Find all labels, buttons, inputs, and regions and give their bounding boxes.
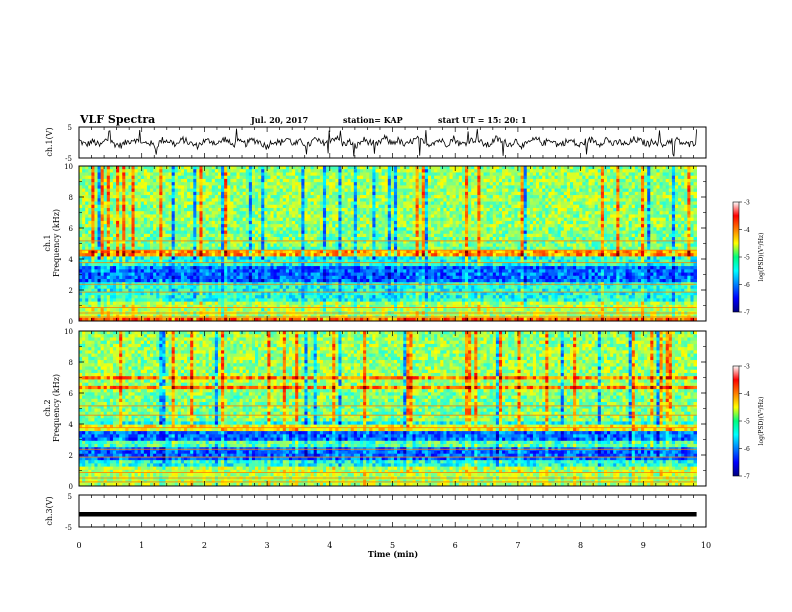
ch1-colorbar-label: log(PSD)(V²/Hz): [758, 233, 765, 282]
ch1-spectrogram-ylabel-frequency: Frequency (kHz): [52, 209, 61, 277]
ch2-spectrogram-ylabel-frequency: Frequency (kHz): [52, 374, 61, 442]
time-tick-label: 8: [578, 541, 583, 550]
frequency-tick-label: 4: [69, 256, 74, 264]
frequency-tick-label: 2: [69, 287, 73, 295]
ch2-colorbar-gradient: [732, 365, 740, 477]
ch3-waveform-ylabel: ch.3(V): [45, 496, 54, 525]
frequency-tick-label: 2: [69, 452, 73, 460]
ch1-spectrogram-panel: 0 2 4 6 8 10 ch.1 Frequency (kHz): [43, 163, 707, 326]
ch2-spectrogram-ylabel-channel: ch.2: [43, 399, 52, 416]
ch1-waveform-time-ticks: [78, 127, 707, 158]
ch1-waveform-ylabel: ch.1(V): [45, 127, 54, 156]
ch3-ytick-top: 5: [68, 493, 72, 501]
ch1-colorbar-gradient: [732, 201, 740, 313]
station-label: station= KAP: [343, 115, 403, 125]
time-tick-label: 9: [641, 541, 646, 550]
ch2-spectrogram-time-ticks: [78, 331, 707, 486]
colorbar-tick-label: -3: [744, 364, 750, 371]
time-tick-label: 3: [265, 541, 270, 550]
ch3-waveform-time-ticks: [78, 495, 707, 527]
time-tick-label: 6: [453, 541, 458, 550]
colorbar-tick-label: -5: [744, 255, 750, 262]
ch1-frequency-ticks: 0 2 4 6 8 10: [64, 163, 706, 326]
time-axis-label: Time (min): [368, 549, 418, 559]
ch1-ytick-top: 5: [68, 124, 72, 132]
ch2-spectrogram-image: [79, 331, 697, 487]
ch2-colorbar-label: log(PSD)(V²/Hz): [758, 397, 765, 446]
colorbar-tick-label: -6: [744, 446, 750, 453]
ch2-frequency-ticks: 0 2 4 6 8 10: [64, 328, 706, 491]
ch3-ytick-bottom: -5: [65, 524, 72, 532]
colorbar-tick-label: -7: [744, 310, 750, 317]
ch1-waveform-panel: 5 -5 ch.1(V): [45, 124, 707, 163]
time-tick-label: 10: [701, 541, 711, 550]
ch1-colorbar: -3 -4 -5 -6 -7 log(PSD)(V²/Hz): [732, 200, 765, 317]
ch1-spectrogram-time-ticks: [78, 166, 707, 321]
colorbar-tick-label: -7: [744, 474, 750, 481]
ch1-spectrogram-image: [79, 166, 697, 322]
colorbar-tick-label: -5: [744, 419, 750, 426]
time-tick-label: 0: [76, 541, 81, 550]
ch1-trace: [78, 128, 697, 157]
colorbar-tick-label: -6: [744, 282, 750, 289]
frequency-tick-label: 10: [64, 163, 73, 171]
ch1-ytick-bottom: -5: [65, 155, 72, 163]
time-tick-label: 7: [515, 541, 520, 550]
frequency-tick-label: 8: [69, 194, 73, 202]
colorbar-tick-label: -4: [744, 227, 750, 234]
frequency-tick-label: 6: [69, 390, 74, 398]
time-tick-label: 5: [390, 541, 395, 550]
frequency-tick-label: 0: [69, 318, 73, 326]
time-axis-tick-labels: 0 1 2 3 4 5 6 7 8 9 10: [76, 541, 711, 550]
frequency-tick-label: 8: [69, 359, 73, 367]
start-time-label: start UT = 15: 20: 1: [438, 115, 527, 125]
ch2-spectrogram-panel: 0 2 4 6 8 10 ch.2 Frequency (kHz): [43, 328, 707, 491]
ch1-colorbar-ticks: -3 -4 -5 -6 -7: [739, 200, 750, 317]
frequency-tick-label: 10: [64, 328, 73, 336]
time-tick-label: 4: [327, 541, 332, 550]
ch2-colorbar-ticks: -3 -4 -5 -6 -7: [739, 364, 750, 481]
frequency-tick-label: 4: [69, 421, 74, 429]
time-tick-label: 1: [139, 541, 144, 550]
ch1-spectrogram-ylabel-channel: ch.1: [43, 234, 52, 251]
ch2-colorbar: -3 -4 -5 -6 -7 log(PSD)(V²/Hz): [732, 364, 765, 481]
ch3-waveform-panel: 5 -5 ch.3(V): [45, 493, 707, 532]
time-tick-label: 2: [202, 541, 207, 550]
colorbar-tick-label: -4: [744, 391, 750, 398]
date-label: Jul. 20, 2017: [250, 115, 308, 125]
frequency-tick-label: 6: [69, 225, 74, 233]
frequency-tick-label: 0: [69, 483, 73, 491]
colorbar-tick-label: -3: [744, 200, 750, 207]
figure-title: VLF Spectra: [79, 113, 155, 126]
